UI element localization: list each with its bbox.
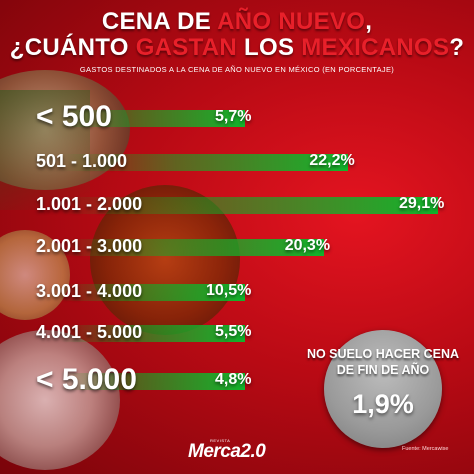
category-label-5: 3.001 - 4.000 <box>36 281 143 301</box>
food-photo-egg <box>0 230 70 320</box>
value-label-3: 29,1% <box>399 195 445 212</box>
bar-3 <box>60 197 438 214</box>
brand-logo: Merca2.0 <box>188 441 266 462</box>
bar-5 <box>60 284 245 301</box>
bar-1 <box>60 110 245 127</box>
value-label-6: 5,5% <box>215 323 252 340</box>
category-label-4: 2.001 - 3.000 <box>36 236 143 256</box>
value-label-2: 22,2% <box>309 152 355 169</box>
value-label-7: 4,8% <box>215 371 252 388</box>
value-label-4: 20,3% <box>284 237 331 254</box>
category-label-3: 1.001 - 2.000 <box>36 194 143 214</box>
category-label-2: 501 - 1.000 <box>36 151 128 171</box>
category-label-1: < 500 <box>36 100 112 133</box>
note-label: NO SUELO HACER CENA DE FIN DE AÑO <box>306 347 460 377</box>
chart-title-line-2: ¿CUÁNTO GASTAN LOS MEXICANOS? <box>9 34 465 61</box>
category-label-7: < 5.000 <box>36 363 137 396</box>
note-value: 1,9% <box>352 389 414 419</box>
chart-title-line-1: CENA DE AÑO NUEVO, <box>101 8 373 35</box>
source-note: Fuente: Mercawise <box>402 446 449 452</box>
value-label-1: 5,7% <box>215 108 252 125</box>
bar-4 <box>60 239 324 256</box>
value-label-5: 10,5% <box>206 282 252 299</box>
note-circle <box>324 330 442 448</box>
category-label-6: 4.001 - 5.000 <box>36 322 143 342</box>
food-photo-candies <box>0 330 120 470</box>
bar-7 <box>60 373 245 390</box>
bar-2 <box>60 154 349 171</box>
bar-6 <box>60 325 245 342</box>
chart-subtitle: GASTOS DESTINADOS A LA CENA DE AÑO NUEVO… <box>79 65 395 74</box>
brand-tag: REVISTA <box>210 438 231 443</box>
